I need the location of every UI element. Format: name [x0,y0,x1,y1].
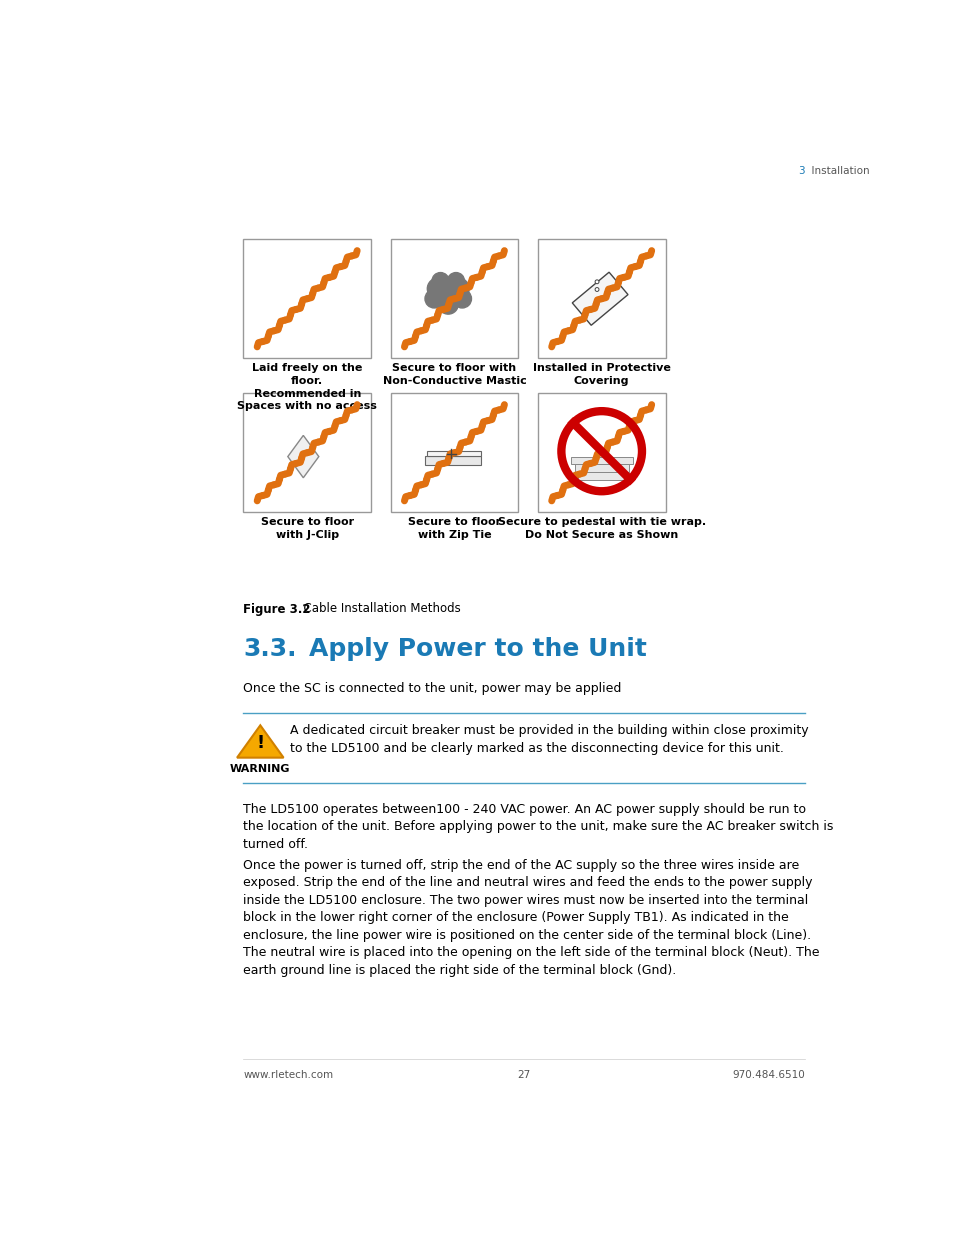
Polygon shape [236,725,283,757]
FancyBboxPatch shape [427,451,480,456]
Text: Once the SC is connected to the unit, power may be applied: Once the SC is connected to the unit, po… [243,682,621,695]
Text: A dedicated circuit breaker must be provided in the building within close proxim: A dedicated circuit breaker must be prov… [290,724,807,755]
Text: Laid freely on the
floor.
Recommended in
Spaces with no access: Laid freely on the floor. Recommended in… [237,363,376,411]
Text: Secure to floor with
Non-Conductive Mastic: Secure to floor with Non-Conductive Mast… [382,363,526,385]
Polygon shape [288,436,318,478]
Text: Secure to pedestal with tie wrap.
Do Not Secure as Shown: Secure to pedestal with tie wrap. Do Not… [497,517,705,540]
FancyBboxPatch shape [570,457,632,464]
Text: Apply Power to the Unit: Apply Power to the Unit [309,637,646,661]
Circle shape [447,273,464,289]
FancyBboxPatch shape [537,240,665,358]
Text: 970.484.6510: 970.484.6510 [732,1070,804,1079]
Text: 3.3.: 3.3. [243,637,296,661]
Text: Cable Installation Methods: Cable Installation Methods [295,603,460,615]
Text: Figure 3.2: Figure 3.2 [243,603,311,615]
Circle shape [427,278,449,300]
Circle shape [424,289,443,308]
Circle shape [436,283,460,308]
FancyBboxPatch shape [537,393,665,513]
FancyBboxPatch shape [574,464,628,472]
Text: Secure to floor
with Zip Tie: Secure to floor with Zip Tie [408,517,500,540]
Text: WARNING: WARNING [230,763,291,774]
Circle shape [437,294,457,314]
Text: www.rletech.com: www.rletech.com [243,1070,333,1079]
Text: The LD5100 operates between100 - 240 VAC power. An AC power supply should be run: The LD5100 operates between100 - 240 VAC… [243,803,833,851]
FancyBboxPatch shape [390,240,517,358]
Text: !: ! [256,735,264,752]
Text: Installed in Protective
Covering: Installed in Protective Covering [532,363,670,385]
FancyBboxPatch shape [424,456,480,466]
FancyBboxPatch shape [390,393,517,513]
Text: 3: 3 [798,165,804,175]
Polygon shape [572,272,627,325]
Text: Installation: Installation [804,165,869,175]
Circle shape [447,278,469,300]
Circle shape [432,273,449,289]
Text: Once the power is turned off, strip the end of the AC supply so the three wires : Once the power is turned off, strip the … [243,858,819,977]
FancyBboxPatch shape [243,240,371,358]
Circle shape [453,289,471,308]
Text: Secure to floor
with J-Clip: Secure to floor with J-Clip [260,517,354,540]
Text: 27: 27 [517,1070,530,1079]
Circle shape [595,288,598,291]
Circle shape [595,280,598,284]
FancyBboxPatch shape [243,393,371,513]
FancyBboxPatch shape [578,472,624,479]
